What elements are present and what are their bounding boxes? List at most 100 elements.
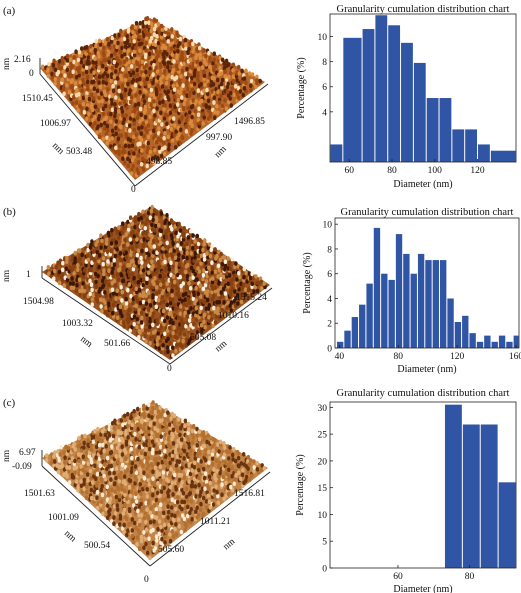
afm-grain	[129, 149, 134, 154]
afm-grain	[173, 123, 177, 128]
afm-grain	[79, 59, 84, 65]
afm-grain	[162, 510, 166, 516]
afm-grain	[166, 493, 171, 499]
afm-grain	[142, 476, 147, 481]
afm-grain	[244, 270, 248, 276]
afm-grain	[73, 447, 77, 452]
afm-grain	[171, 264, 175, 270]
afm-grain	[137, 211, 141, 217]
afm-grain	[254, 84, 258, 89]
afm-grain	[56, 69, 61, 75]
histogram-bar-b-24	[513, 335, 519, 348]
afm-grain	[140, 315, 144, 321]
afm-grain	[97, 54, 101, 59]
afm-grain	[95, 249, 99, 255]
histogram-bar-b-23	[506, 341, 513, 348]
histogram-bar-a-1	[343, 37, 362, 163]
afm-grain	[130, 79, 134, 85]
afm-z-max-a: 2.16	[14, 55, 31, 65]
afm-grain	[86, 253, 90, 258]
afm-grain	[197, 475, 201, 481]
y-tick-label-b-2: 4	[327, 295, 332, 305]
afm-grain	[139, 497, 144, 503]
afm-grain	[218, 315, 222, 320]
afm-grain	[240, 68, 244, 74]
afm-grain	[182, 226, 186, 231]
afm-grain	[169, 126, 174, 132]
afm-grain	[163, 458, 167, 464]
afm-grain	[213, 472, 217, 478]
afm-grain	[96, 50, 100, 56]
afm-grain	[240, 472, 245, 478]
afm-grain	[188, 110, 192, 115]
afm-grain	[104, 241, 109, 246]
afm-grain	[213, 64, 218, 69]
afm-grain	[130, 143, 135, 148]
afm-grain	[223, 313, 228, 318]
afm-grain	[216, 288, 220, 293]
afm-grain	[95, 88, 100, 94]
afm-grain	[69, 57, 73, 62]
afm-grain	[208, 455, 212, 461]
afm-grain	[210, 283, 214, 289]
afm-grain	[134, 132, 138, 137]
afm-grain	[70, 456, 75, 461]
afm-grain	[161, 343, 165, 348]
afm-grain	[147, 97, 152, 102]
afm-grain	[212, 305, 216, 311]
afm-grain	[94, 271, 98, 277]
afm-grain	[216, 263, 221, 269]
afm-grain	[152, 108, 156, 114]
afm-grain	[152, 300, 157, 306]
afm-grain	[188, 452, 192, 458]
afm-grain	[141, 72, 146, 78]
afm-grain	[224, 480, 228, 486]
afm-grain	[122, 507, 127, 512]
afm-grain	[252, 81, 256, 86]
afm-grain	[191, 103, 195, 109]
afm-grain	[230, 256, 234, 262]
afm-grain	[85, 484, 89, 490]
afm-y-tick-c-3: 0	[144, 575, 149, 585]
afm-grain	[76, 263, 80, 268]
afm-grain	[130, 271, 135, 277]
afm-grain	[215, 489, 219, 495]
afm-grain	[172, 518, 176, 523]
afm-grain	[228, 70, 233, 76]
afm-grain	[131, 45, 135, 51]
afm-grain	[83, 268, 87, 273]
afm-grain	[147, 83, 151, 89]
afm-grain	[104, 444, 108, 449]
afm-grain	[119, 124, 123, 130]
afm-grain	[242, 76, 247, 81]
afm-grain	[158, 464, 162, 470]
afm-grain	[227, 449, 232, 455]
afm-grain	[112, 515, 116, 520]
afm-grain	[244, 474, 249, 480]
afm-grain	[101, 469, 105, 475]
afm-grain	[219, 71, 223, 76]
afm-grain	[140, 478, 144, 484]
afm-grain	[116, 507, 120, 512]
afm-grain	[108, 68, 112, 74]
afm-grain	[184, 303, 189, 308]
afm-grain	[45, 453, 49, 458]
afm-grain	[102, 275, 106, 280]
afm-grain	[129, 72, 133, 78]
afm-grain	[153, 133, 157, 138]
afm-grain	[207, 261, 211, 266]
afm-grain	[150, 234, 154, 240]
afm-grain	[152, 160, 156, 165]
afm-grain	[212, 76, 216, 81]
afm-grain	[173, 279, 177, 285]
afm-grain	[134, 92, 138, 98]
afm-grain	[185, 93, 189, 98]
afm-grain	[165, 345, 170, 350]
afm-grain	[185, 114, 190, 120]
afm-grain	[186, 504, 190, 510]
afm-grain	[106, 488, 111, 494]
afm-grain	[138, 546, 142, 552]
afm-grain	[171, 240, 175, 245]
afm-grain	[166, 515, 170, 520]
afm-grain	[207, 499, 212, 505]
